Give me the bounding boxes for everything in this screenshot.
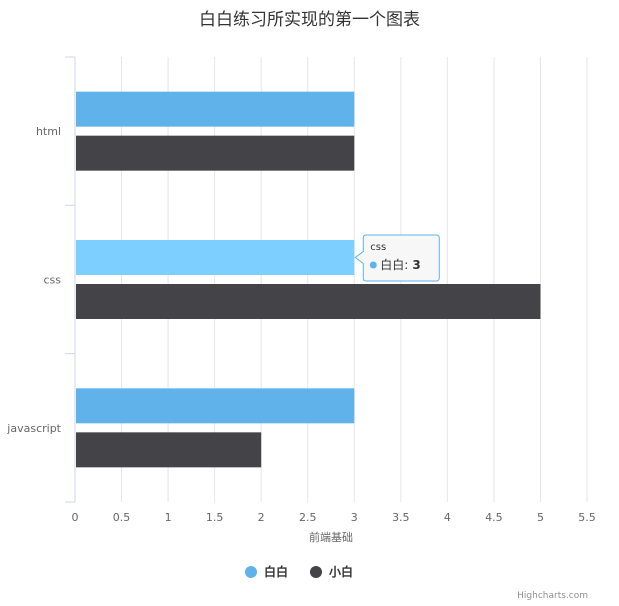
legend-item[interactable]: 白白: [245, 564, 288, 579]
x-tick-label: 3.5: [392, 511, 410, 524]
bar-javascript-series-1[interactable]: [76, 432, 262, 468]
tooltip-value: 3: [412, 258, 420, 272]
x-tick-label: 0: [72, 511, 79, 524]
x-tick-label: 1.5: [206, 511, 224, 524]
bar-html-series-1[interactable]: [76, 135, 355, 171]
legend-marker: [310, 566, 322, 578]
bar-css-series-0[interactable]: [76, 240, 355, 275]
tooltip-category: css: [370, 242, 386, 253]
category-label: javascript: [6, 422, 61, 435]
credits-link[interactable]: Highcharts.com: [517, 591, 588, 601]
x-tick-label: 5.5: [578, 511, 596, 524]
bar-html-series-0[interactable]: [76, 91, 355, 127]
x-tick-label: 3: [351, 511, 358, 524]
tooltip-separator: :: [404, 258, 408, 272]
x-tick-label: 2: [258, 511, 265, 524]
tooltip: css 白白: 3: [354, 234, 440, 282]
tooltip-marker: [369, 261, 377, 269]
x-tick-label: 4: [444, 511, 451, 524]
x-tick-label: 5: [537, 511, 544, 524]
legend-item[interactable]: 小白: [310, 564, 353, 579]
bar-javascript-series-0[interactable]: [76, 388, 355, 424]
legend-marker: [245, 566, 257, 578]
x-tick-label: 4.5: [485, 511, 503, 524]
bar-css-series-1[interactable]: [76, 284, 541, 319]
chart-title: 白白练习所实现的第一个图表: [199, 10, 420, 30]
x-tick-label: 2.5: [299, 511, 317, 524]
tooltip-series-name: 白白: [380, 257, 404, 272]
x-tick-label: 0.5: [113, 511, 131, 524]
x-tick-label: 1: [165, 511, 172, 524]
category-label: css: [43, 274, 61, 287]
tooltip-box: [354, 234, 440, 282]
legend-label[interactable]: 白白: [264, 564, 288, 579]
category-label: html: [36, 125, 61, 138]
tooltip-line: 白白: 3: [380, 257, 420, 272]
x-axis-title: 前端基础: [309, 530, 353, 544]
legend-label[interactable]: 小白: [329, 564, 353, 579]
